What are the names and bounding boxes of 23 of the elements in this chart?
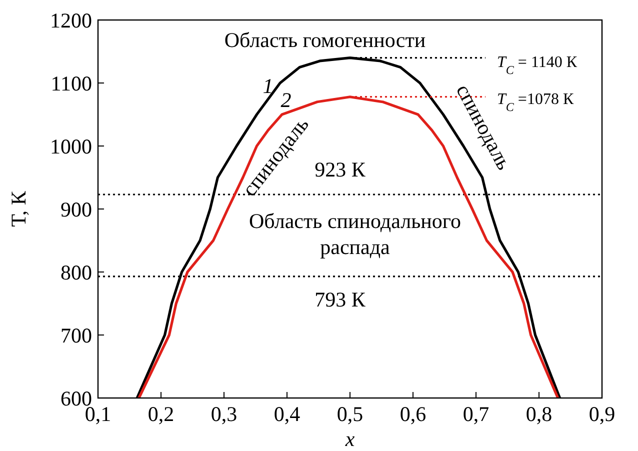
annotation: 2: [280, 88, 292, 112]
x-tick-label: 0,2: [148, 402, 174, 426]
x-tick-label: 0,5: [336, 402, 364, 426]
x-axis-title: x: [344, 427, 356, 451]
annotation: 1: [262, 74, 274, 98]
y-tick-label: 1000: [50, 134, 92, 158]
x-tick-label: 0,4: [274, 402, 301, 426]
x-tick-label: 0,6: [400, 402, 426, 426]
ref-line-label: 793 К: [314, 287, 366, 312]
x-tick-label: 0,7: [462, 402, 490, 426]
y-tick-label: 1200: [50, 8, 92, 32]
annotation: Область спинодального распада: [249, 209, 461, 259]
y-tick-label: 1100: [50, 71, 92, 96]
ref-line-label: 923 К: [314, 158, 366, 182]
annotation: T$_{C}$ = 1140 К: [497, 54, 578, 77]
x-tick-label: 0,9: [588, 402, 616, 426]
x-tick-label: 0,8: [526, 402, 552, 426]
y-tick-label: 700: [60, 323, 92, 348]
y-tick-label: 900: [60, 197, 92, 222]
y-axis-title: T, К: [6, 190, 30, 227]
x-tick-label: 0,3: [210, 402, 238, 426]
annotation: Область гомогенности: [224, 28, 426, 52]
y-tick-label: 800: [60, 260, 92, 284]
